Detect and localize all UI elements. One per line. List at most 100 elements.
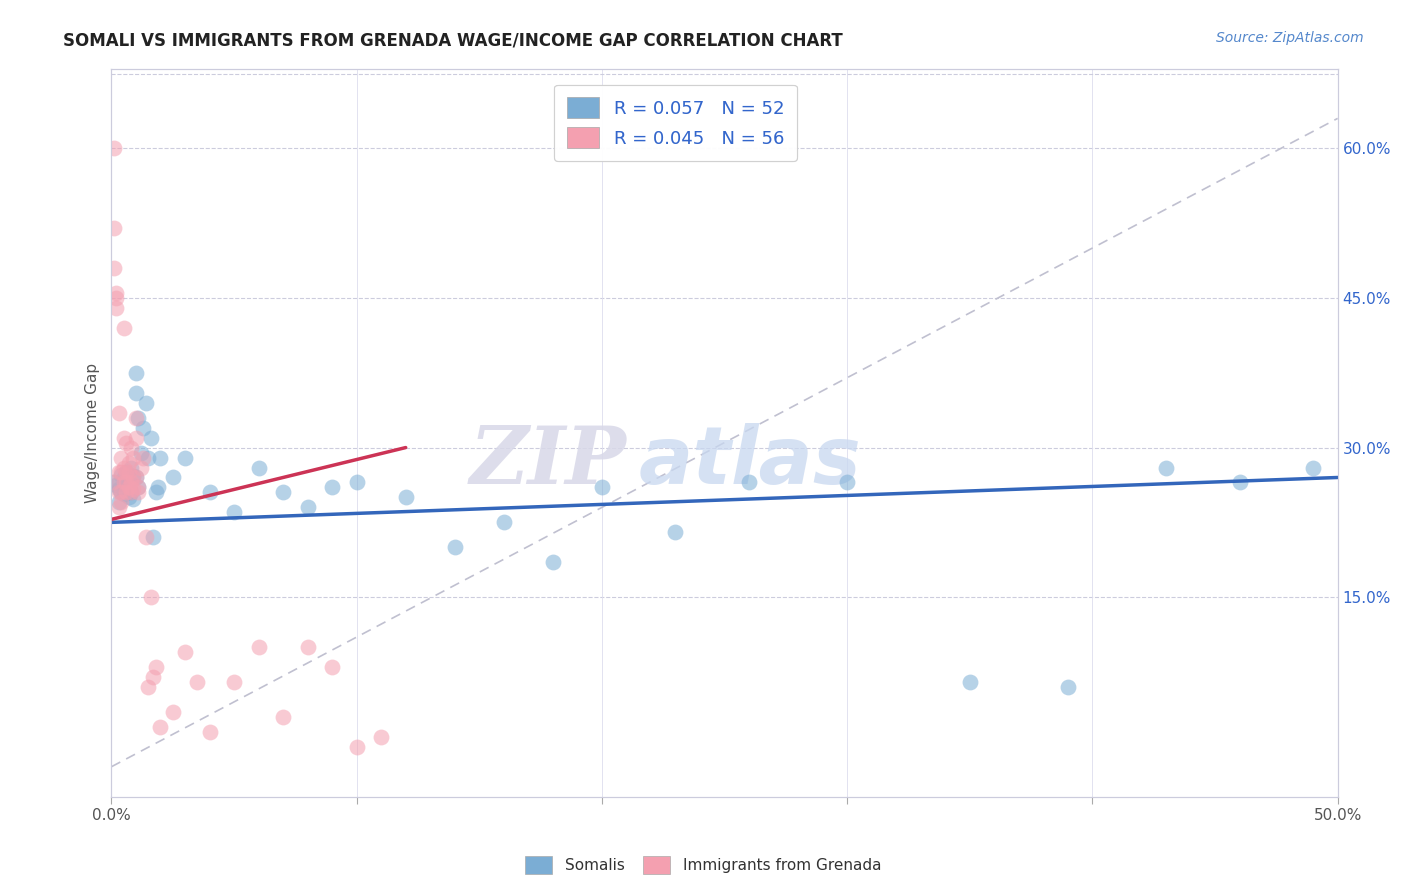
Point — [125, 366, 148, 380]
Point — [271, 710, 294, 724]
Point — [664, 525, 686, 540]
Point — [297, 500, 319, 515]
Point — [120, 475, 142, 490]
Point — [112, 460, 135, 475]
Point — [122, 470, 145, 484]
Point — [247, 460, 270, 475]
Point — [112, 470, 135, 484]
Point — [271, 485, 294, 500]
Point — [107, 483, 129, 497]
Point — [198, 485, 221, 500]
Point — [395, 491, 418, 505]
Point — [142, 670, 165, 684]
Point — [110, 468, 132, 483]
Text: Source: ZipAtlas.com: Source: ZipAtlas.com — [1216, 31, 1364, 45]
Point — [145, 660, 167, 674]
Point — [959, 675, 981, 690]
Point — [146, 480, 169, 494]
Point — [115, 435, 138, 450]
Point — [492, 516, 515, 530]
Point — [107, 485, 129, 500]
Point — [174, 645, 197, 659]
Point — [1229, 475, 1251, 490]
Point — [125, 431, 148, 445]
Point — [321, 480, 343, 494]
Point — [122, 450, 145, 465]
Point — [125, 470, 148, 484]
Text: SOMALI VS IMMIGRANTS FROM GRENADA WAGE/INCOME GAP CORRELATION CHART: SOMALI VS IMMIGRANTS FROM GRENADA WAGE/I… — [63, 31, 844, 49]
Point — [837, 475, 859, 490]
Point — [129, 445, 152, 459]
Point — [117, 491, 139, 505]
Point — [541, 555, 564, 569]
Point — [370, 730, 392, 744]
Point — [112, 487, 135, 501]
Point — [135, 530, 157, 544]
Point — [222, 505, 245, 519]
Point — [107, 466, 129, 480]
Point — [103, 221, 125, 235]
Point — [105, 301, 128, 315]
Point — [122, 483, 145, 497]
Point — [105, 478, 128, 492]
Point — [139, 590, 162, 604]
Point — [1154, 460, 1177, 475]
Point — [127, 480, 149, 494]
Point — [120, 485, 142, 500]
Point — [107, 406, 129, 420]
Point — [297, 640, 319, 654]
Point — [136, 450, 159, 465]
Point — [115, 480, 138, 494]
Point — [591, 480, 613, 494]
Point — [127, 410, 149, 425]
Point — [1302, 460, 1324, 475]
Text: ZIP: ZIP — [470, 423, 627, 500]
Point — [115, 475, 138, 490]
Point — [112, 475, 135, 490]
Point — [127, 480, 149, 494]
Point — [125, 385, 148, 400]
Point — [132, 450, 155, 465]
Point — [149, 450, 172, 465]
Point — [122, 492, 145, 507]
Point — [443, 541, 465, 555]
Point — [112, 321, 135, 335]
Point — [107, 500, 129, 515]
Point — [125, 410, 148, 425]
Point — [103, 141, 125, 155]
Point — [110, 450, 132, 465]
Point — [149, 720, 172, 734]
Point — [135, 395, 157, 409]
Point — [174, 450, 197, 465]
Point — [120, 485, 142, 500]
Point — [110, 485, 132, 500]
Point — [136, 680, 159, 694]
Point — [346, 739, 368, 754]
Point — [145, 485, 167, 500]
Point — [120, 460, 142, 475]
Point — [120, 441, 142, 455]
Point — [129, 460, 152, 475]
Point — [110, 485, 132, 500]
Point — [105, 285, 128, 300]
Point — [105, 291, 128, 305]
Point — [101, 475, 124, 490]
Point — [222, 675, 245, 690]
Point — [115, 466, 138, 480]
Point — [103, 475, 125, 490]
Point — [117, 456, 139, 470]
Legend: Somalis, Immigrants from Grenada: Somalis, Immigrants from Grenada — [519, 850, 887, 880]
Point — [112, 431, 135, 445]
Point — [162, 705, 184, 719]
Point — [117, 480, 139, 494]
Point — [122, 469, 145, 483]
Point — [321, 660, 343, 674]
Point — [117, 475, 139, 490]
Point — [107, 495, 129, 509]
Point — [117, 466, 139, 480]
Point — [115, 466, 138, 480]
Point — [139, 431, 162, 445]
Point — [198, 724, 221, 739]
Point — [110, 466, 132, 480]
Point — [103, 260, 125, 275]
